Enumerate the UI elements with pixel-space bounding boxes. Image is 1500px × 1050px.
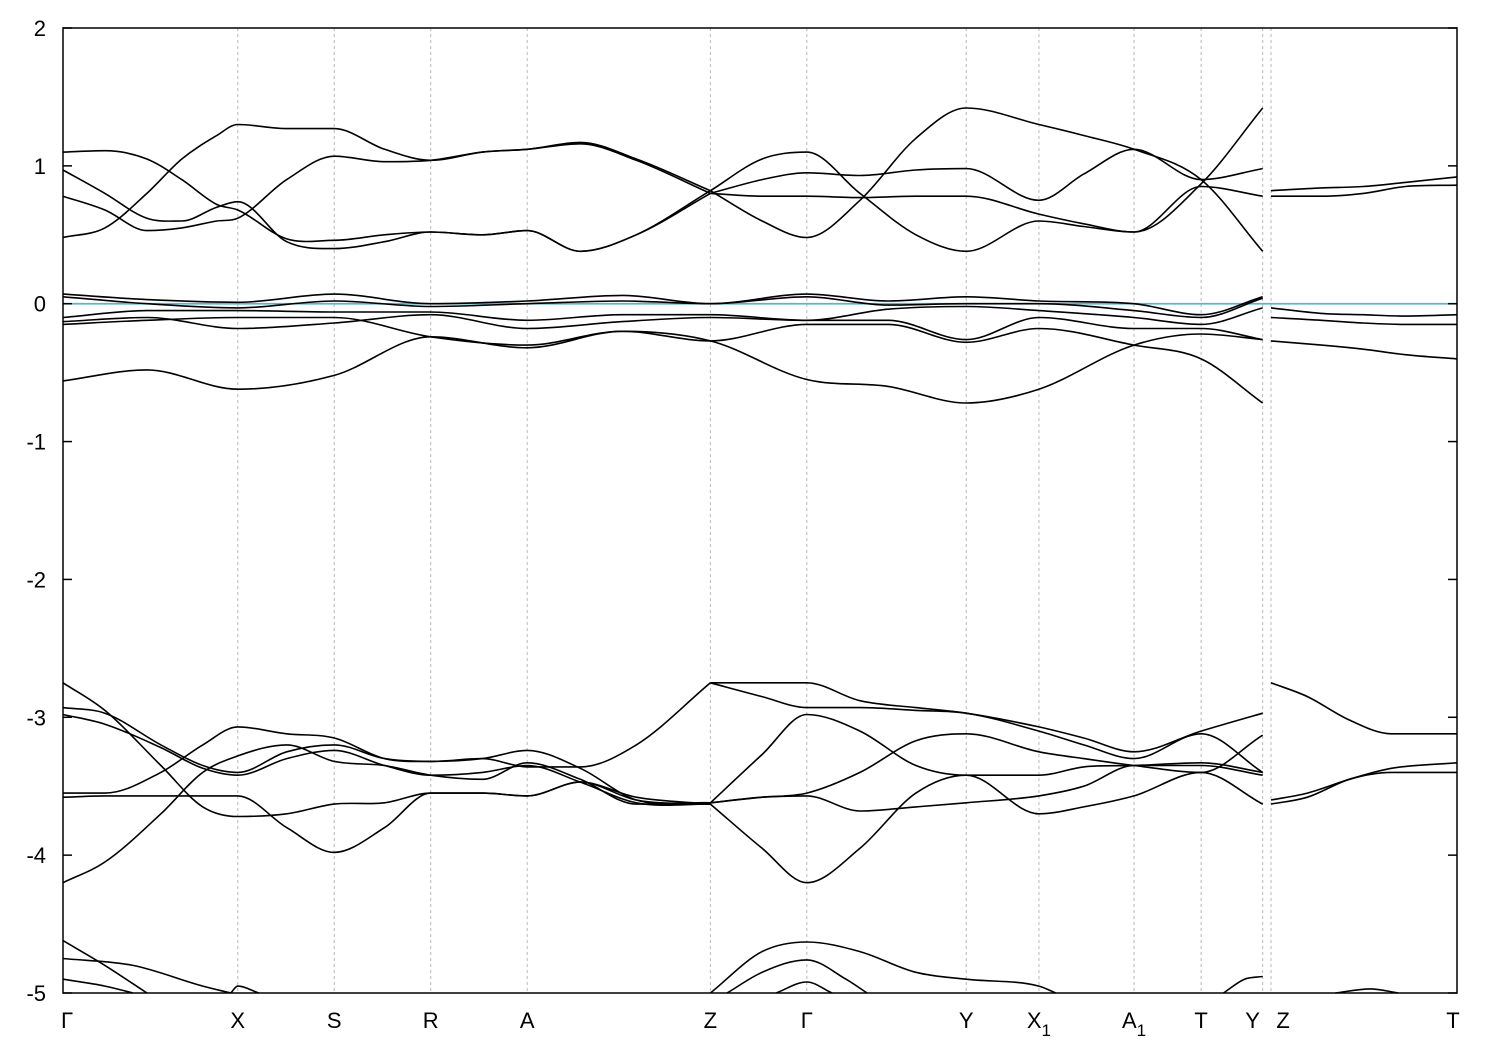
x-tick-label: A1	[1122, 1008, 1146, 1040]
band-line-18	[1270, 307, 1458, 317]
band-line-34	[1270, 771, 1457, 805]
band-line-23	[63, 682, 711, 794]
y-tick-label: 1	[34, 154, 46, 179]
band-line-5	[709, 107, 1264, 253]
band-line-7	[710, 148, 1263, 202]
band-line-2	[62, 123, 711, 239]
band-line-6	[709, 107, 1264, 252]
y-tick-label: -2	[26, 567, 46, 592]
x-tick-label: T	[1194, 1008, 1207, 1033]
x-tick-label: Z	[704, 1008, 717, 1033]
band-line-43	[1335, 988, 1399, 994]
y-tick-label: -1	[26, 430, 46, 455]
y-tick-label: -5	[26, 981, 46, 1006]
y-tick-label: 0	[34, 292, 46, 317]
plot-frame	[62, 27, 1458, 994]
x-tick-label: Γ	[61, 1008, 73, 1033]
x-tick-label: Γ	[801, 1008, 813, 1033]
y-tick-label: -3	[26, 705, 46, 730]
x-tick-label: Z	[1276, 1008, 1289, 1033]
band-line-19	[1270, 340, 1458, 360]
band-line-13	[62, 305, 1263, 326]
band-line-21	[62, 706, 711, 805]
x-axis: Γ X S R A Z Γ Y X1 A1 T Y Z T	[61, 1008, 1460, 1040]
band-line-35	[62, 939, 148, 994]
band-line-31	[709, 771, 1264, 884]
band-line-42	[1223, 975, 1263, 994]
x-tick-label: R	[423, 1008, 439, 1033]
band-line-25	[62, 744, 711, 884]
band-line-24	[62, 781, 711, 854]
band-line-10	[1271, 184, 1458, 197]
band-line-29	[710, 764, 1263, 812]
x-tick-label: T	[1446, 1008, 1459, 1033]
band-line-16	[62, 330, 1263, 404]
band-line-3	[62, 169, 711, 253]
band-line-32	[1270, 682, 1457, 735]
band-line-33	[1270, 762, 1458, 801]
x-tick-label: X1	[1027, 1008, 1051, 1040]
band-line-15	[62, 316, 1264, 404]
band-line-9	[1270, 176, 1458, 192]
band-line-8	[710, 185, 1263, 233]
x-tick-label: A	[520, 1008, 535, 1033]
band-line-40	[726, 959, 868, 994]
band-line-37	[62, 978, 134, 994]
band-line-14	[62, 313, 1263, 341]
band-line-12	[62, 295, 1263, 319]
band-line-4	[62, 142, 711, 232]
x-tick-label: X	[230, 1008, 245, 1033]
x-tick-label: Y	[1245, 1008, 1260, 1033]
kpoint-gridlines	[237, 28, 1272, 993]
band-line-28	[709, 713, 1263, 804]
band-line-17	[1270, 316, 1457, 326]
band-line-27	[710, 682, 1264, 774]
band-line-39	[709, 941, 1057, 994]
y-tick-label: 2	[34, 16, 46, 41]
y-tick-label: -4	[26, 843, 46, 868]
x-tick-label: S	[327, 1008, 342, 1033]
band-lines	[62, 107, 1458, 994]
y-axis: -5 -4 -3 -2 -1 0 1 2	[26, 16, 1457, 1006]
band-line-38	[230, 985, 259, 994]
band-line-41	[775, 981, 833, 994]
x-tick-label: Y	[959, 1008, 974, 1033]
band-line-30	[710, 732, 1264, 804]
band-line-36	[62, 957, 231, 994]
band-line-1	[62, 149, 711, 253]
